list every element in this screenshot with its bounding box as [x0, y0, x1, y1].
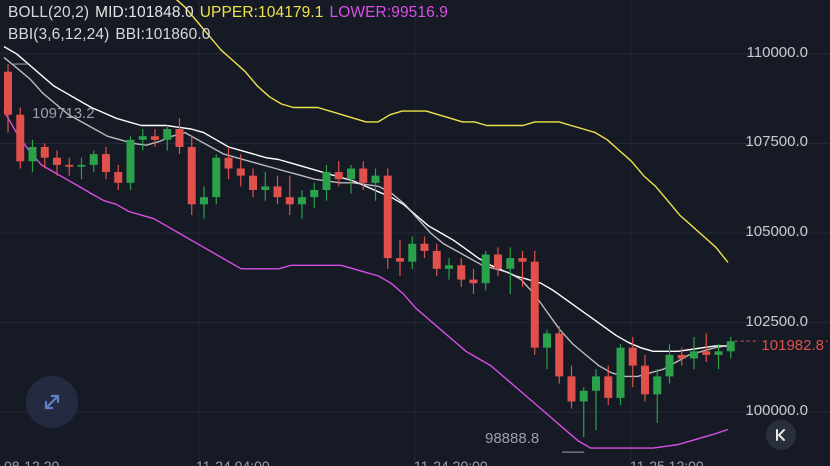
x-tick-4: 11-25 12:00: [630, 458, 704, 466]
candle-body-52: [641, 365, 649, 395]
series-line-lower: [3, 110, 729, 449]
candle-body-6: [77, 164, 86, 167]
low-marker-label: 98888.8: [485, 430, 540, 447]
bbi-label: BBI(3,6,12,24): [8, 26, 110, 43]
candle-body-24: [298, 197, 306, 205]
candle-body-46: [567, 376, 576, 402]
marker-lines: [12, 63, 830, 453]
candle-body-20: [249, 175, 257, 190]
candle-body-16: [200, 197, 208, 205]
y-tick-label-0: 100000.0: [745, 402, 808, 420]
candle-body-39: [481, 254, 490, 284]
candle-body-40: [494, 254, 502, 269]
candle-body-14: [175, 129, 184, 147]
candle-body-19: [236, 168, 245, 176]
bbi-legend: BBI(3,6,12,24) BBI:101860.0: [8, 26, 217, 44]
candle-body-55: [677, 354, 686, 359]
candle-body-21: [261, 186, 270, 190]
candle-body-51: [628, 347, 637, 366]
candle-body-36: [445, 265, 453, 269]
series-line-bbi: [3, 56, 729, 378]
candle-body-26: [322, 172, 331, 190]
candle-body-59: [726, 341, 735, 352]
boll-label: BOLL(20,2): [8, 4, 90, 21]
candle-body-7: [89, 154, 98, 165]
expand-icon: [44, 394, 60, 410]
candle-body-41: [506, 258, 515, 269]
candle-body-15: [187, 146, 196, 205]
candle-body-54: [665, 354, 674, 377]
candle-body-35: [432, 250, 441, 269]
candle-body-11: [138, 136, 147, 140]
candle-body-43: [530, 261, 539, 348]
series-line-upper: [175, 0, 729, 263]
candle-body-50: [616, 347, 625, 398]
last-price-tag: 101982.8: [759, 336, 826, 355]
fullscreen-button[interactable]: [26, 376, 78, 428]
candle-body-28: [347, 168, 355, 180]
candle-body-30: [371, 175, 380, 183]
candle-body-49: [604, 376, 613, 398]
boll-upper-value: UPPER:104179.1: [199, 4, 324, 21]
candle-body-37: [457, 265, 466, 280]
y-tick-label-1: 102500.0: [745, 312, 808, 330]
candle-body-8: [102, 154, 110, 173]
candle-body-31: [383, 175, 392, 259]
candle-body-9: [114, 172, 123, 183]
candle-body-27: [334, 172, 343, 180]
candle-body-34: [420, 243, 429, 251]
candle-body-58: [714, 351, 723, 355]
x-tick-1: 08-12 20: [4, 458, 60, 466]
candle-body-4: [53, 157, 61, 165]
candle-body-22: [273, 186, 282, 198]
candle-body-38: [469, 279, 478, 284]
candle-body-32: [396, 258, 404, 262]
x-tick-3: 11-24 20:00: [414, 458, 488, 466]
high-marker-label: 109713.2: [32, 105, 95, 122]
candle-body-45: [555, 333, 564, 377]
candle-body-5: [65, 164, 74, 167]
candle-body-29: [359, 168, 368, 183]
candle-body-48: [592, 376, 600, 391]
candle-body-25: [310, 189, 319, 198]
candle-body-53: [653, 376, 662, 395]
candles: [4, 64, 735, 438]
candle-body-1: [16, 114, 25, 162]
y-tick-label-2: 105000.0: [745, 223, 808, 240]
y-tick-label-4: 110000.0: [746, 43, 808, 61]
candle-body-33: [408, 243, 417, 262]
candle-body-18: [224, 157, 233, 169]
boll-mid-value: MID:101848.0: [95, 4, 194, 21]
candle-body-17: [212, 157, 221, 198]
candle-body-0: [4, 71, 12, 115]
candle-body-12: [151, 136, 159, 140]
candle-body-42: [518, 258, 527, 262]
jump-to-latest-icon: [776, 429, 785, 441]
x-tick-2: 11-24 04:00: [196, 458, 270, 466]
boll-legend: BOLL(20,2) MID:101848.0 UPPER:104179.1 LOWE…: [8, 4, 454, 22]
candle-body-3: [40, 146, 49, 158]
candle-body-56: [690, 351, 698, 359]
bbi-value: BBI:101860.0: [115, 26, 211, 43]
boll-lower-value: LOWER:99516.9: [329, 4, 448, 21]
y-tick-label-3: 107500.0: [745, 133, 808, 151]
candle-body-47: [579, 390, 588, 402]
indicator-lines: [3, 0, 729, 449]
jump-to-latest-button[interactable]: [766, 420, 796, 450]
candle-body-2: [28, 146, 37, 162]
candle-body-57: [702, 351, 711, 355]
candle-body-23: [285, 197, 294, 205]
candle-body-10: [126, 139, 135, 183]
series-line-mid: [3, 45, 729, 352]
candle-body-13: [163, 129, 172, 140]
candle-body-44: [543, 333, 551, 348]
